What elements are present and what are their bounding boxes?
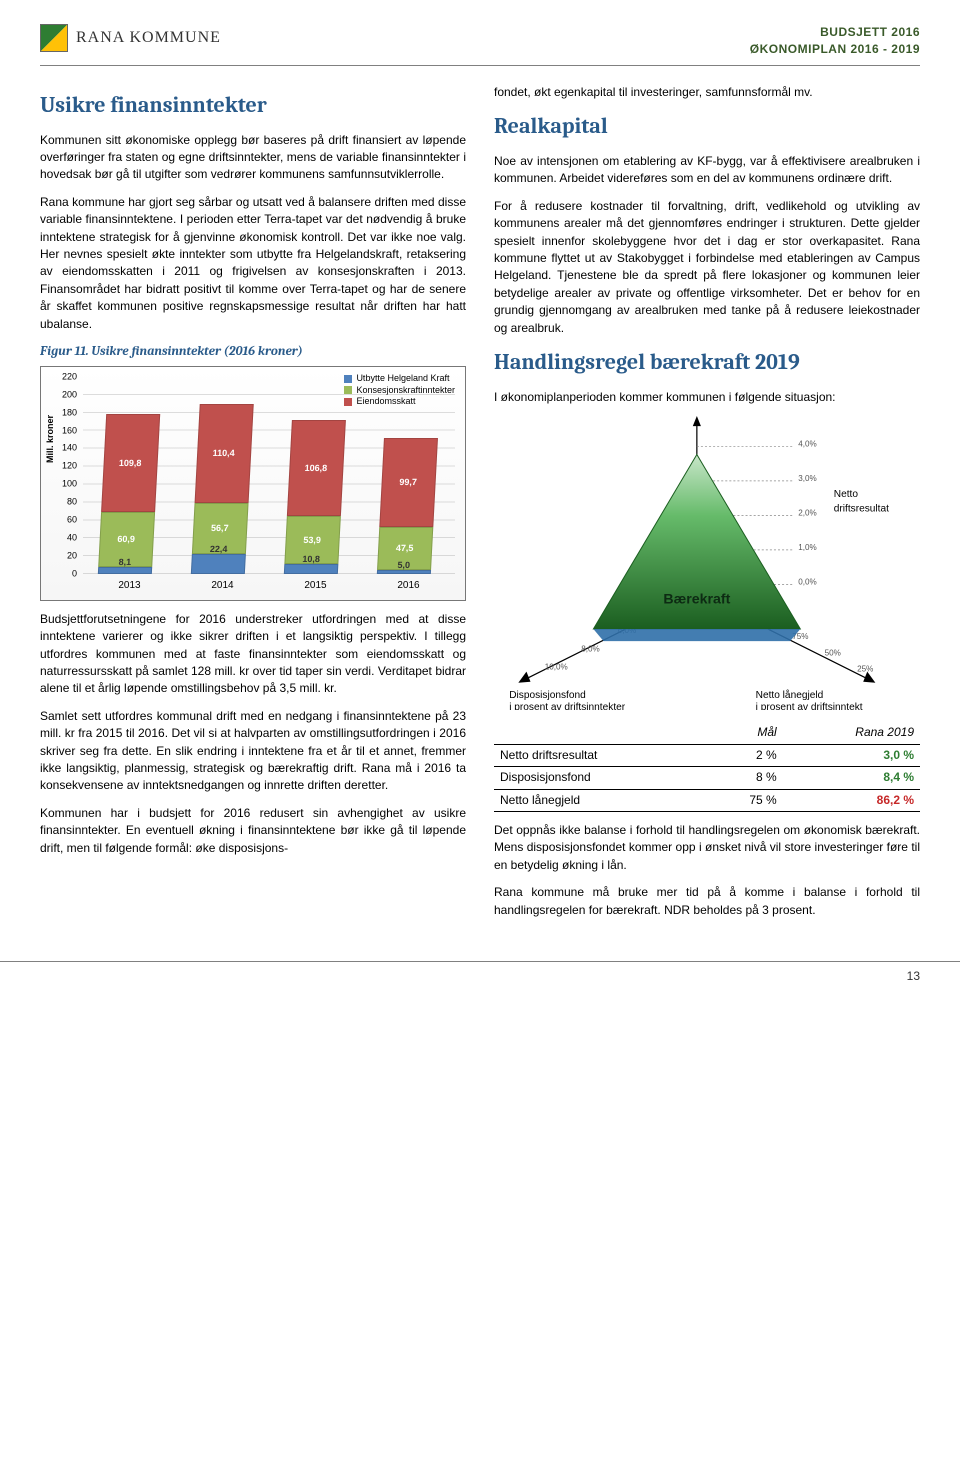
doc-title-line2: ØKONOMIPLAN 2016 - 2019 — [750, 41, 920, 58]
bar-segment: 106,8 — [286, 420, 345, 516]
cell-rana: 86,2 % — [783, 789, 920, 811]
chart-bars: 109,860,98,1 110,456,722,4 106,853,910,8 99… — [78, 377, 460, 574]
bar-column: 109,860,98,1 — [97, 377, 161, 574]
page-number: 13 — [907, 969, 920, 983]
cell-rana: 3,0 % — [783, 744, 920, 766]
ytick: 100 — [62, 478, 77, 491]
bar-chart: Utbytte Helgeland KraftKonsesjonskraftin… — [40, 366, 466, 601]
ytick: 200 — [62, 388, 77, 401]
para-l5: Kommunen har i budsjett for 2016 reduser… — [40, 805, 466, 857]
para-l1: Kommunen sitt økonomiske opplegg bør bas… — [40, 132, 466, 184]
section-title-handlingsregel: Handlingsregel bærekraft 2019 — [494, 347, 920, 379]
page-header: RANA KOMMUNE BUDSJETT 2016 ØKONOMIPLAN 2… — [40, 24, 920, 66]
bar-segment: 5,0 — [376, 569, 430, 573]
ytick: 140 — [62, 442, 77, 455]
bar-segment: 22,4 — [190, 554, 245, 574]
svg-text:8,0%: 8,0% — [581, 645, 599, 654]
cell-maal: 8 % — [706, 767, 782, 789]
cell-maal: 2 % — [706, 744, 782, 766]
figure-caption: Figur 11. Usikre finansinntekter (2016 k… — [40, 343, 466, 362]
table-row: Netto driftsresultat2 %3,0 % — [494, 744, 920, 766]
th-blank — [494, 722, 706, 744]
ytick: 120 — [62, 460, 77, 473]
para-real1: Noe av intensjonen om etablering av KF-b… — [494, 153, 920, 188]
tri-center-label: Bærekraft — [663, 592, 730, 608]
ytick: 60 — [67, 514, 77, 527]
xtick: 2013 — [118, 579, 140, 594]
th-maal: Mål — [706, 722, 782, 744]
svg-text:2,0%: 2,0% — [798, 509, 816, 518]
page-footer: 13 — [0, 961, 960, 1003]
svg-text:4,0%: 4,0% — [798, 440, 816, 449]
goals-tbody: Netto driftsresultat2 %3,0 %Disposisjons… — [494, 744, 920, 811]
svg-text:i prosent av driftsinntekter: i prosent av driftsinntekter — [509, 702, 626, 710]
cell-name: Netto lånegjeld — [494, 789, 706, 811]
ytick: 40 — [67, 531, 77, 544]
para-hand1: I økonomiplanperioden kommer kommunen i … — [494, 389, 920, 406]
section-title-realkapital: Realkapital — [494, 111, 920, 143]
svg-text:i prosent av driftsinntekt: i prosent av driftsinntekt — [756, 702, 863, 710]
bar-column: 106,853,910,8 — [283, 377, 347, 574]
section-title-usikre: Usikre finansinntekter — [40, 90, 466, 122]
para-l2: Rana kommune har gjort seg sårbar og uts… — [40, 194, 466, 333]
para-real2: For å redusere kostnader til forvaltning… — [494, 198, 920, 337]
cell-name: Disposisjonsfond — [494, 767, 706, 789]
bar-segment: 110,4 — [194, 404, 253, 503]
bar-segment: 99,7 — [379, 438, 438, 527]
svg-text:50%: 50% — [825, 649, 841, 658]
right-column: fondet, økt egenkapital til investeringe… — [494, 84, 920, 929]
chart-yticks: 020406080100120140160180200220 — [41, 377, 81, 574]
table-row: Netto lånegjeld75 %86,2 % — [494, 789, 920, 811]
triangle-diagram: 4,0% 3,0% 2,0% 1,0% 0,0% Netto driftsres… — [494, 416, 920, 710]
chart-plot: 109,860,98,1 110,456,722,4 106,853,910,8 99… — [83, 377, 455, 574]
svg-text:Disposisjonsfond: Disposisjonsfond — [509, 690, 586, 701]
svg-text:1,0%: 1,0% — [798, 543, 816, 552]
chart-xlabels: 2013 2014 2015 2016 — [83, 579, 455, 594]
ytick: 160 — [62, 424, 77, 437]
municipality-logo — [40, 24, 68, 52]
table-row: Disposisjonsfond8 %8,4 % — [494, 767, 920, 789]
svg-text:driftsresultat: driftsresultat — [834, 504, 889, 515]
cell-maal: 75 % — [706, 789, 782, 811]
xtick: 2016 — [397, 579, 419, 594]
tri-label-ndr: Netto — [834, 489, 859, 500]
xtick: 2014 — [211, 579, 233, 594]
svg-text:3,0%: 3,0% — [798, 474, 816, 483]
bar-column: 110,456,722,4 — [190, 377, 254, 574]
ytick: 180 — [62, 406, 77, 419]
para-l3: Budsjettforutsetningene for 2016 underst… — [40, 611, 466, 698]
para-l4: Samlet sett utfordres kommunal drift med… — [40, 708, 466, 795]
left-column: Usikre finansinntekter Kommunen sitt øko… — [40, 84, 466, 929]
svg-text:0,0%: 0,0% — [798, 578, 816, 587]
svg-text:25%: 25% — [857, 665, 873, 674]
brand-name: RANA KOMMUNE — [76, 26, 221, 49]
doc-title-line1: BUDSJETT 2016 — [750, 24, 920, 41]
bar-segment: 109,8 — [101, 414, 160, 512]
para-r-top: fondet, økt egenkapital til investeringe… — [494, 84, 920, 101]
right-axis-ticks: 4,0% 3,0% 2,0% 1,0% 0,0% — [798, 440, 816, 587]
ytick: 220 — [62, 370, 77, 383]
goals-table: Mål Rana 2019 Netto driftsresultat2 %3,0… — [494, 722, 920, 812]
svg-text:Netto lånegjeld: Netto lånegjeld — [756, 689, 824, 701]
th-rana: Rana 2019 — [783, 722, 920, 744]
ytick: 0 — [72, 567, 77, 580]
bar-segment: 8,1 — [97, 567, 151, 574]
para-hand3: Rana kommune må bruke mer tid på å komme… — [494, 884, 920, 919]
ytick: 20 — [67, 549, 77, 562]
doc-title-block: BUDSJETT 2016 ØKONOMIPLAN 2016 - 2019 — [750, 24, 920, 59]
xtick: 2015 — [304, 579, 326, 594]
bar-column: 99,747,55,0 — [376, 377, 440, 574]
bar-segment: 10,8 — [283, 564, 338, 574]
brand-block: RANA KOMMUNE — [40, 24, 221, 52]
svg-text:10,0%: 10,0% — [545, 663, 568, 672]
ytick: 80 — [67, 496, 77, 509]
cell-name: Netto driftsresultat — [494, 744, 706, 766]
cell-rana: 8,4 % — [783, 767, 920, 789]
para-hand2: Det oppnås ikke balanse i forhold til ha… — [494, 822, 920, 874]
